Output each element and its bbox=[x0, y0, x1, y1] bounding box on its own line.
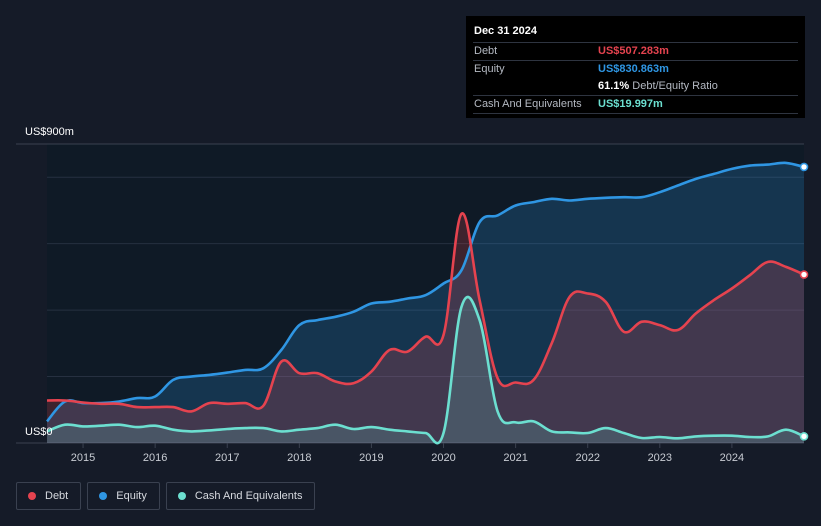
tooltip-ratio-label: Debt/Equity Ratio bbox=[632, 80, 718, 92]
end-markers bbox=[799, 162, 809, 441]
tooltip-row-equity: Equity US$830.863m bbox=[473, 60, 798, 78]
legend-item-equity[interactable]: Equity bbox=[87, 482, 160, 510]
chart-legend: Debt Equity Cash And Equivalents bbox=[16, 482, 316, 510]
area-debt bbox=[47, 213, 804, 443]
x-tick-label: 2022 bbox=[575, 452, 599, 464]
end-marker-debt bbox=[799, 270, 809, 279]
end-marker-cash-and-equivalents bbox=[799, 432, 809, 441]
tooltip-ratio: 61.1% Debt/Equity Ratio bbox=[598, 78, 718, 95]
y-axis-max-label: US$900m bbox=[25, 126, 74, 138]
tooltip-cash-label: Cash And Equivalents bbox=[474, 98, 582, 110]
tooltip-row-cash: Cash And Equivalents US$19.997m bbox=[473, 95, 798, 114]
legend-label-debt: Debt bbox=[45, 490, 69, 502]
tooltip-equity-value: US$830.863m bbox=[598, 63, 669, 75]
tooltip-debt-value: US$507.283m bbox=[598, 45, 669, 57]
x-tick-label: 2019 bbox=[359, 452, 383, 464]
end-marker-equity bbox=[799, 162, 809, 172]
x-tick-label: 2021 bbox=[503, 452, 527, 464]
legend-item-debt[interactable]: Debt bbox=[16, 482, 82, 510]
x-tick-label: 2020 bbox=[431, 452, 455, 464]
area-cash-and-equivalents bbox=[47, 297, 804, 444]
x-tick-label: 2018 bbox=[287, 452, 311, 464]
legend-label-equity: Equity bbox=[116, 490, 147, 502]
series-areas bbox=[47, 162, 804, 444]
x-tick-label: 2023 bbox=[648, 452, 672, 464]
x-tick-label: 2024 bbox=[720, 452, 744, 464]
area-equity bbox=[47, 162, 804, 443]
y-axis-min-label: US$0 bbox=[25, 426, 53, 438]
series-lines bbox=[46, 161, 805, 445]
grid-lines bbox=[16, 143, 804, 444]
x-axis-ticks: 2015 2016 2017 2018 2019 2020 2021 2022 2023 2024 bbox=[71, 443, 744, 464]
tooltip-row-ratio: 61.1% Debt/Equity Ratio bbox=[473, 78, 798, 95]
legend-item-cash[interactable]: Cash And Equivalents bbox=[165, 482, 316, 510]
tooltip-ratio-value: 61.1% bbox=[598, 80, 630, 92]
x-tick-label: 2016 bbox=[143, 452, 167, 464]
tooltip-date: Dec 31 2024 bbox=[474, 25, 537, 37]
line-debt bbox=[46, 212, 805, 413]
x-tick-label: 2015 bbox=[71, 452, 95, 464]
tooltip-row-debt: Debt US$507.283m bbox=[473, 42, 798, 60]
legend-dot-debt bbox=[28, 492, 36, 500]
tooltip-cash-value: US$19.997m bbox=[598, 98, 663, 110]
legend-dot-equity bbox=[99, 492, 108, 500]
legend-label-cash: Cash And Equivalents bbox=[194, 490, 303, 502]
data-tooltip: Dec 31 2024 Debt US$507.283m Equity US$8… bbox=[466, 16, 805, 118]
tooltip-debt-label: Debt bbox=[474, 45, 498, 57]
tooltip-equity-label: Equity bbox=[474, 63, 505, 75]
line-cash-and-equivalents bbox=[46, 295, 805, 445]
line-equity bbox=[46, 161, 805, 423]
legend-dot-cash bbox=[177, 492, 186, 500]
x-tick-label: 2017 bbox=[215, 452, 239, 464]
plot-area-background bbox=[47, 144, 804, 443]
